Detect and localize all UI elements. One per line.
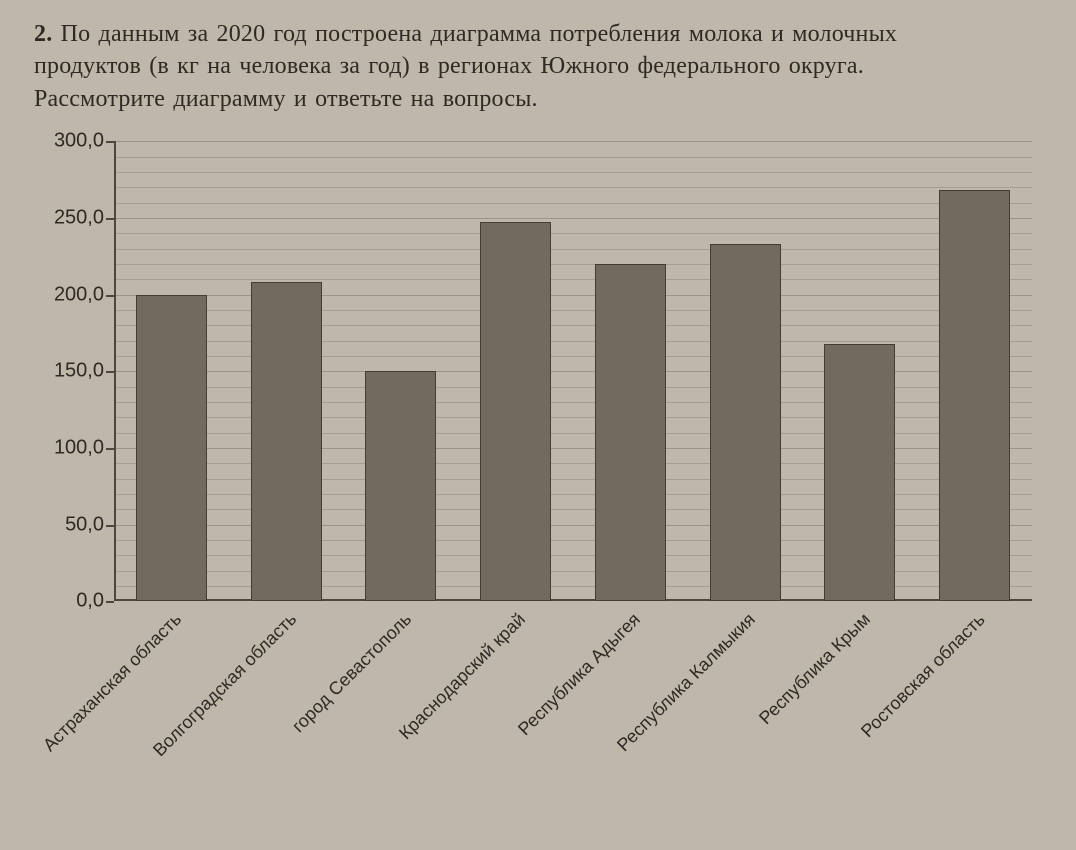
bar <box>710 244 781 601</box>
y-tick-label: 200,0 <box>54 283 114 306</box>
x-tick-label: город Севастополь <box>288 609 416 737</box>
bar <box>824 344 895 602</box>
bar-chart: 0,050,0100,0150,0200,0250,0300,0 Астраха… <box>34 133 1042 813</box>
y-tick-label: 0,0 <box>76 590 114 613</box>
bar <box>480 222 551 601</box>
x-tick-label: Республика Адыгея <box>514 609 645 740</box>
y-tick-label: 150,0 <box>54 360 114 383</box>
task-text: 2. По данным за 2020 год построена диагр… <box>34 18 1042 115</box>
bar <box>136 295 207 602</box>
task-line-2: продуктов (в кг на человека за год) в ре… <box>34 53 864 79</box>
bar <box>939 190 1010 601</box>
task-line-1: По данным за 2020 год построена диаграмм… <box>61 21 898 47</box>
task-line-3: Рассмотрите диаграмму и ответьте на вопр… <box>34 86 538 112</box>
x-tick-label: Республика Крым <box>755 609 875 729</box>
bar <box>595 264 666 601</box>
x-tick-label: Краснодарский край <box>395 609 530 744</box>
task-number: 2. <box>34 21 52 47</box>
bar <box>365 371 436 601</box>
y-tick-label: 300,0 <box>54 130 114 153</box>
y-tick-label: 50,0 <box>65 513 114 536</box>
bar <box>251 282 322 601</box>
x-tick-label: Ростовская область <box>857 609 989 741</box>
y-tick-label: 100,0 <box>54 436 114 459</box>
y-tick-label: 250,0 <box>54 206 114 229</box>
